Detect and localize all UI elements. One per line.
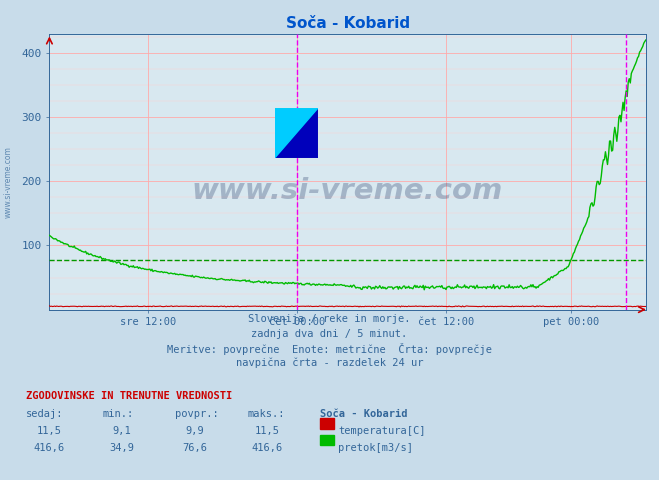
Text: 9,9: 9,9 (185, 426, 204, 436)
Text: 11,5: 11,5 (254, 426, 279, 436)
Polygon shape (275, 108, 318, 158)
Text: Soča - Kobarid: Soča - Kobarid (320, 409, 407, 420)
Text: navpična črta - razdelek 24 ur: navpična črta - razdelek 24 ur (236, 358, 423, 368)
Text: 416,6: 416,6 (34, 443, 65, 453)
Polygon shape (275, 108, 318, 158)
Text: zadnja dva dni / 5 minut.: zadnja dva dni / 5 minut. (251, 329, 408, 339)
Text: www.si-vreme.com: www.si-vreme.com (192, 177, 503, 205)
Text: min.:: min.: (102, 409, 133, 420)
Text: pretok[m3/s]: pretok[m3/s] (338, 443, 413, 453)
Text: sedaj:: sedaj: (26, 409, 64, 420)
Text: Meritve: povprečne  Enote: metrične  Črta: povprečje: Meritve: povprečne Enote: metrične Črta:… (167, 343, 492, 355)
Text: maks.:: maks.: (247, 409, 285, 420)
Text: 76,6: 76,6 (182, 443, 207, 453)
Title: Soča - Kobarid: Soča - Kobarid (285, 16, 410, 31)
Text: 34,9: 34,9 (109, 443, 134, 453)
Text: povpr.:: povpr.: (175, 409, 218, 420)
Text: 11,5: 11,5 (37, 426, 62, 436)
Text: Slovenija / reke in morje.: Slovenija / reke in morje. (248, 314, 411, 324)
Text: 416,6: 416,6 (251, 443, 283, 453)
Text: www.si-vreme.com: www.si-vreme.com (3, 146, 13, 218)
Text: 9,1: 9,1 (113, 426, 131, 436)
Text: temperatura[C]: temperatura[C] (338, 426, 426, 436)
Text: ZGODOVINSKE IN TRENUTNE VREDNOSTI: ZGODOVINSKE IN TRENUTNE VREDNOSTI (26, 391, 233, 401)
